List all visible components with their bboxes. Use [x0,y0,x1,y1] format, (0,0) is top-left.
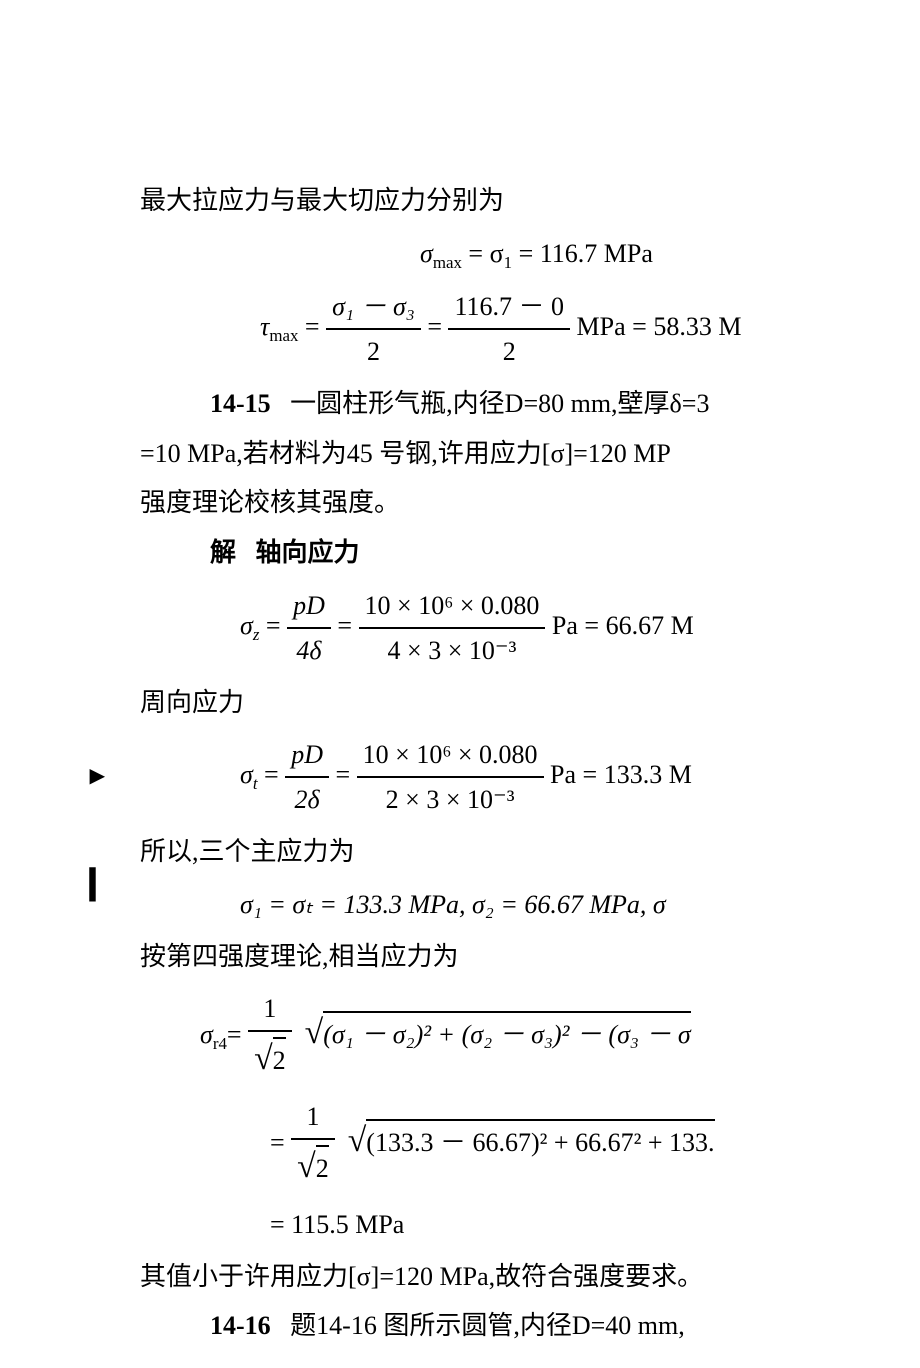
margin-mark-1: ▸ [90,758,104,792]
equation-principal-stress: σ₁ = σₜ = 133.3 MPa, σ₂ = 66.67 MPa, σ [140,885,900,924]
text-line-6: 所以,三个主应力为 [140,831,900,873]
equation-sigma-r4: σr4= 1 √2 √(σ₁ － σ₂)² + (σ₂ － σ₃)² － (σ₃… [140,989,900,1085]
equation-sigma-z: σz = pD 4δ = 10 × 10⁶ × 0.080 4 × 3 × 10… [140,586,900,670]
text-line-5: 周向应力 [140,682,900,724]
text-line-3: =10 MPa,若材料为45 号钢,许用应力[σ]=120 MP [140,433,900,475]
solution-header: 解 轴向应力 [140,532,900,574]
problem-14-15: 14-15 一圆柱形气瓶,内径D=80 mm,壁厚δ=3 [140,383,900,425]
equation-sigma-t: σt = pD 2δ = 10 × 10⁶ × 0.080 2 × 3 × 10… [140,735,900,819]
equation-tau-max: τmax = σ₁ － σ₃ 2 = 116.7 － 0 2 MPa = 58.… [140,287,900,371]
text-line-8: 其值小于许用应力[σ]=120 MPa,故符合强度要求。 [140,1256,900,1298]
equation-sigma-r4-numeric: = 1 √2 √(133.3 － 66.67)² + 66.67² + 133. [140,1097,900,1193]
margin-mark-2: ▎ [90,868,112,902]
equation-sigma-max: σmax = σ1 = 116.7 MPa [140,234,900,276]
problem-14-16: 14-16 题14-16 图所示圆管,内径D=40 mm, [140,1305,900,1347]
text-line-4: 强度理论校核其强度。 [140,482,900,524]
equation-sigma-r4-result: = 115.5 MPa [140,1205,900,1244]
text-line-1: 最大拉应力与最大切应力分别为 [140,180,900,222]
text-line-7: 按第四强度理论,相当应力为 [140,936,900,978]
